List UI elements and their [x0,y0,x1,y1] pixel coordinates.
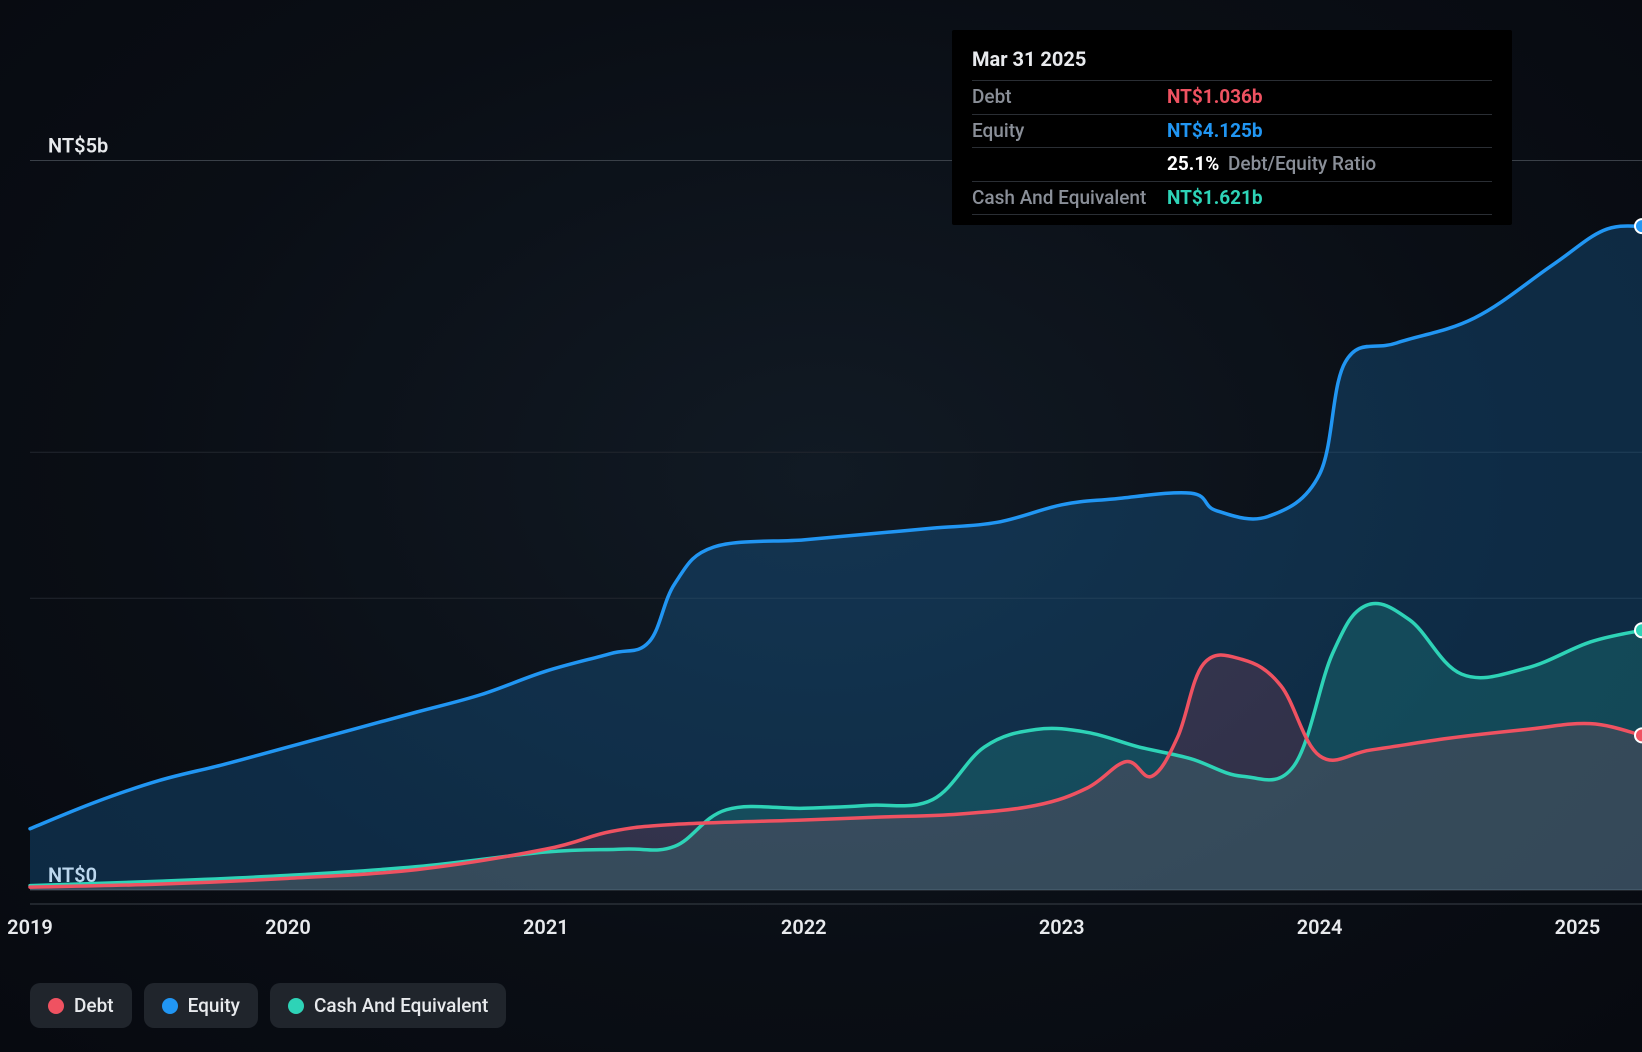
legend-dot-icon [288,998,304,1014]
legend-item-label: Cash And Equivalent [314,994,488,1017]
tooltip-row: EquityNT$4.125b [972,114,1492,148]
y-tick-label: NT$5b [48,133,108,157]
legend-item-debt[interactable]: Debt [30,983,132,1028]
tooltip-row-value: 25.1% Debt/Equity Ratio [1167,150,1376,179]
legend-dot-icon [162,998,178,1014]
balance-sheet-chart: NT$0NT$5b2019202020212022202320242025 Ma… [0,0,1642,1052]
tooltip-row-value: NT$1.621b [1167,184,1263,213]
tooltip-row: DebtNT$1.036b [972,80,1492,114]
end-marker-equity [1635,219,1642,233]
tooltip-row: 25.1% Debt/Equity Ratio [972,147,1492,181]
x-tick-label: 2024 [1297,915,1343,939]
tooltip-row-label: Cash And Equivalent [972,184,1167,213]
legend-item-equity[interactable]: Equity [144,983,258,1028]
end-marker-debt [1635,728,1642,742]
tooltip-row: Cash And EquivalentNT$1.621b [972,181,1492,216]
x-tick-label: 2021 [523,915,569,939]
legend-dot-icon [48,998,64,1014]
chart-legend: Debt Equity Cash And Equivalent [30,983,506,1028]
tooltip-row-value: NT$1.036b [1167,83,1263,112]
tooltip-row-label [972,150,1167,179]
tooltip-row-label: Equity [972,117,1167,146]
tooltip-row-value: NT$4.125b [1167,117,1263,146]
x-tick-label: 2022 [781,915,827,939]
x-tick-label: 2023 [1039,915,1085,939]
legend-item-label: Debt [74,994,114,1017]
tooltip-row-label: Debt [972,83,1167,112]
tooltip-row-extra: Debt/Equity Ratio [1223,152,1376,175]
tooltip-date: Mar 31 2025 [972,44,1492,74]
end-marker-cash [1635,623,1642,637]
x-tick-label: 2025 [1555,915,1601,939]
legend-item-cash[interactable]: Cash And Equivalent [270,983,506,1028]
x-tick-label: 2020 [265,915,311,939]
chart-tooltip: Mar 31 2025 DebtNT$1.036bEquityNT$4.125b… [952,30,1512,225]
x-tick-label: 2019 [7,915,53,939]
legend-item-label: Equity [188,994,240,1017]
